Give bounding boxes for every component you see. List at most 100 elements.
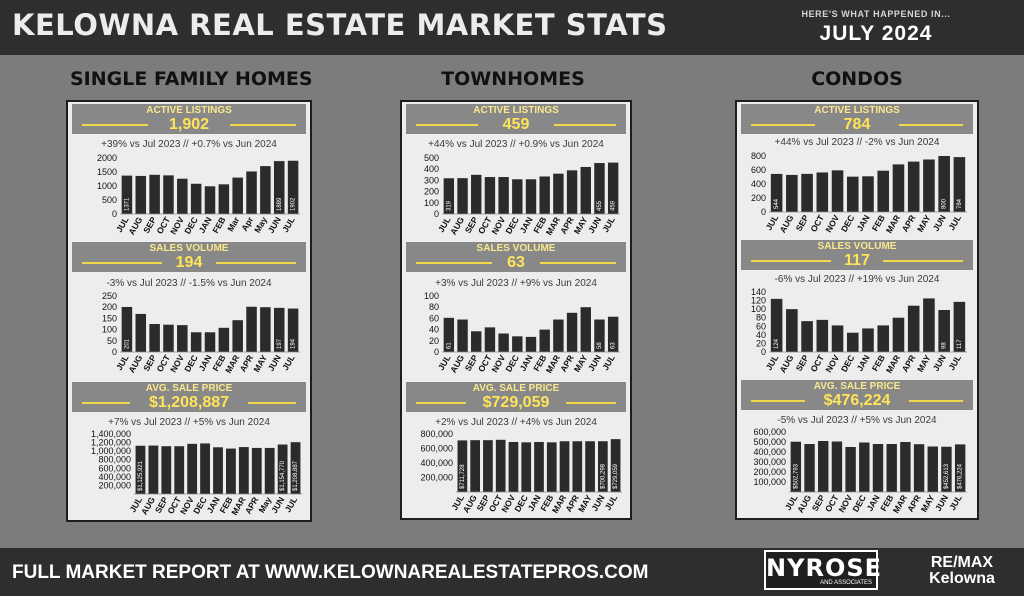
x-tick-label: NOV: [489, 353, 507, 374]
x-tick-label: OCT: [808, 212, 826, 233]
x-tick-label: DEC: [182, 215, 200, 236]
bar: [121, 306, 133, 352]
bar: [525, 179, 537, 214]
sales-volume-label: SALES VOLUME: [476, 243, 556, 254]
bar: [859, 442, 870, 492]
chart-active-listings: 05001000150020001371JULAUGSEPOCTNOVDECJA…: [97, 153, 300, 236]
y-tick-label: 200,000: [753, 467, 786, 477]
bar-value-label: $700,298: [600, 463, 606, 489]
x-tick-label: MAR: [891, 493, 909, 515]
x-tick-label: NOV: [168, 215, 186, 236]
bar: [177, 178, 188, 214]
bar: [470, 440, 481, 492]
bar: [585, 441, 595, 492]
x-tick-label: MAY: [915, 353, 933, 374]
x-tick-label: AUG: [777, 353, 795, 375]
y-tick-label: 800,000: [420, 429, 453, 439]
y-tick-label: 80: [429, 302, 439, 312]
bar: [190, 332, 202, 352]
panel-condos: ACTIVE LISTINGS 784 +44% vs Jul 2023 // …: [735, 100, 979, 520]
x-tick-label: JUL: [603, 493, 620, 512]
bar-value-label: $452,613: [944, 463, 950, 489]
bar: [512, 179, 523, 214]
x-tick-label: JUN: [586, 215, 603, 235]
active-listings-band: ACTIVE LISTINGS 784: [741, 104, 973, 134]
y-tick-label: 20: [756, 338, 766, 348]
bar: [161, 446, 172, 494]
bar: [846, 176, 859, 212]
avg-price-label: AVG. SALE PRICE: [472, 383, 560, 394]
bar: [923, 298, 935, 352]
bar: [534, 441, 544, 492]
x-tick-label: MAR: [884, 213, 902, 235]
bar: [484, 177, 496, 214]
bar: [566, 170, 578, 214]
x-tick-label: MAR: [223, 353, 241, 375]
bar: [786, 174, 798, 212]
footer-bar: FULL MARKET REPORT AT WWW.KELOWNAREALEST…: [0, 548, 1024, 596]
bar-value-label: $711,728: [460, 464, 466, 489]
x-tick-label: JAN: [518, 215, 535, 235]
x-tick-label: SEP: [794, 353, 811, 373]
bar: [498, 177, 509, 214]
x-tick-label: JUN: [269, 495, 286, 515]
remax-logo-line2: Kelowna: [929, 570, 995, 587]
nyrose-logo: NYROSE AND ASSOCIATES: [764, 550, 883, 590]
x-tick-label: JAN: [855, 353, 872, 373]
bar: [238, 447, 249, 494]
x-tick-label: DEC: [182, 353, 200, 374]
x-tick-label: DEC: [839, 353, 857, 374]
bar: [801, 321, 813, 352]
avg-price-band: AVG. SALE PRICE $729,059: [406, 382, 626, 412]
bar: [246, 306, 257, 352]
active-listings-value: 784: [843, 116, 871, 133]
sales-volume-change: +3% vs Jul 2023 // +9% vs Jun 2024: [435, 278, 597, 289]
bar: [218, 327, 230, 352]
bar: [163, 175, 174, 214]
bar: [508, 441, 519, 492]
x-tick-label: MAY: [572, 353, 590, 374]
y-tick-label: 1,200,000: [91, 438, 131, 448]
column-title-condos: CONDOS: [811, 68, 903, 90]
y-tick-label: 200,000: [420, 473, 453, 483]
nyrose-logo-text: NYROSE: [766, 554, 883, 582]
bar-value-label: 117: [957, 339, 963, 349]
bar-value-label: 201: [125, 338, 131, 349]
y-tick-label: 500,000: [753, 437, 786, 447]
active-listings-value: 459: [502, 116, 530, 133]
bar: [457, 178, 468, 214]
bar: [251, 447, 262, 494]
bar: [163, 324, 174, 352]
chart-avg-price: 200,000400,000600,000800,000$711,728JULA…: [420, 429, 622, 515]
bar: [580, 307, 591, 352]
bar: [273, 161, 285, 214]
y-tick-label: 1,000,000: [91, 446, 131, 456]
chart-sales-volume: 050100150200250201JULAUGSEPOCTNOVDECJANF…: [102, 291, 300, 375]
chart-avg-price: 100,000200,000300,000400,000500,000600,0…: [753, 427, 967, 515]
bar: [177, 325, 188, 352]
panel-single-family: ACTIVE LISTINGS 1,902 +39% vs Jul 2023 /…: [66, 100, 312, 522]
bar-value-label: 124: [774, 338, 780, 349]
chart-sales-volume: 02040608010061JULAUGSEPOCTNOVDECJANFEBMA…: [424, 291, 620, 375]
bar-value-label: $1,208,887: [293, 460, 299, 491]
bar-value-label: 63: [611, 342, 617, 349]
bar: [174, 446, 185, 494]
bar-value-label: $729,059: [613, 463, 619, 489]
x-tick-label: JUL: [280, 353, 297, 372]
y-tick-label: 200,000: [98, 480, 131, 490]
y-tick-label: 60: [429, 313, 439, 323]
bar: [938, 310, 950, 352]
y-tick-label: 0: [112, 347, 117, 357]
y-tick-label: 20: [429, 336, 439, 346]
y-tick-label: 100: [751, 304, 766, 314]
bar: [484, 327, 496, 352]
bar-value-label: 194: [291, 338, 297, 349]
x-tick-label: JUN: [933, 493, 950, 513]
x-tick-label: AUG: [126, 353, 144, 375]
x-tick-label: NOV: [823, 353, 841, 374]
x-tick-label: APR: [900, 353, 918, 374]
bar-value-label: 58: [597, 342, 603, 349]
bar: [770, 173, 783, 212]
bar: [954, 444, 966, 492]
bar: [580, 166, 591, 214]
